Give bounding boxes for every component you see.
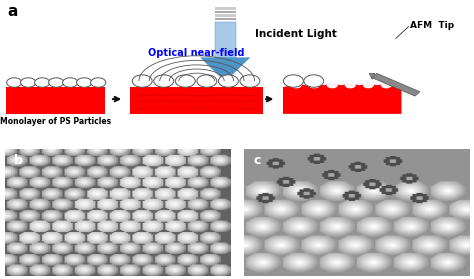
- Circle shape: [21, 78, 36, 87]
- Circle shape: [345, 81, 356, 88]
- Circle shape: [77, 78, 92, 87]
- Circle shape: [132, 75, 152, 87]
- Text: Monolayer of PS Particles: Monolayer of PS Particles: [0, 117, 111, 126]
- Circle shape: [154, 75, 173, 87]
- Polygon shape: [215, 15, 236, 17]
- Polygon shape: [215, 18, 236, 20]
- Bar: [130, 87, 263, 114]
- Circle shape: [63, 78, 78, 87]
- Text: Incident Light: Incident Light: [255, 29, 337, 39]
- Circle shape: [283, 75, 303, 87]
- Text: b: b: [14, 154, 23, 167]
- Circle shape: [175, 75, 195, 87]
- Polygon shape: [283, 83, 401, 114]
- Circle shape: [291, 81, 302, 88]
- Text: a: a: [7, 4, 18, 20]
- Circle shape: [219, 75, 238, 87]
- Circle shape: [49, 78, 64, 87]
- Polygon shape: [369, 73, 375, 79]
- Circle shape: [35, 78, 50, 87]
- Circle shape: [7, 78, 22, 87]
- Polygon shape: [215, 8, 236, 10]
- Text: AFM  Tip: AFM Tip: [410, 21, 454, 30]
- Text: c: c: [253, 154, 261, 167]
- Polygon shape: [372, 73, 420, 96]
- Bar: [6, 87, 105, 114]
- Circle shape: [309, 81, 320, 88]
- Circle shape: [304, 75, 324, 87]
- Circle shape: [363, 81, 374, 88]
- Polygon shape: [201, 58, 250, 81]
- Circle shape: [327, 81, 338, 88]
- Polygon shape: [215, 21, 236, 58]
- Circle shape: [240, 75, 260, 87]
- Polygon shape: [215, 11, 236, 13]
- Text: Optical near-field: Optical near-field: [148, 48, 245, 58]
- Circle shape: [197, 75, 217, 87]
- Circle shape: [381, 81, 392, 88]
- Circle shape: [91, 78, 106, 87]
